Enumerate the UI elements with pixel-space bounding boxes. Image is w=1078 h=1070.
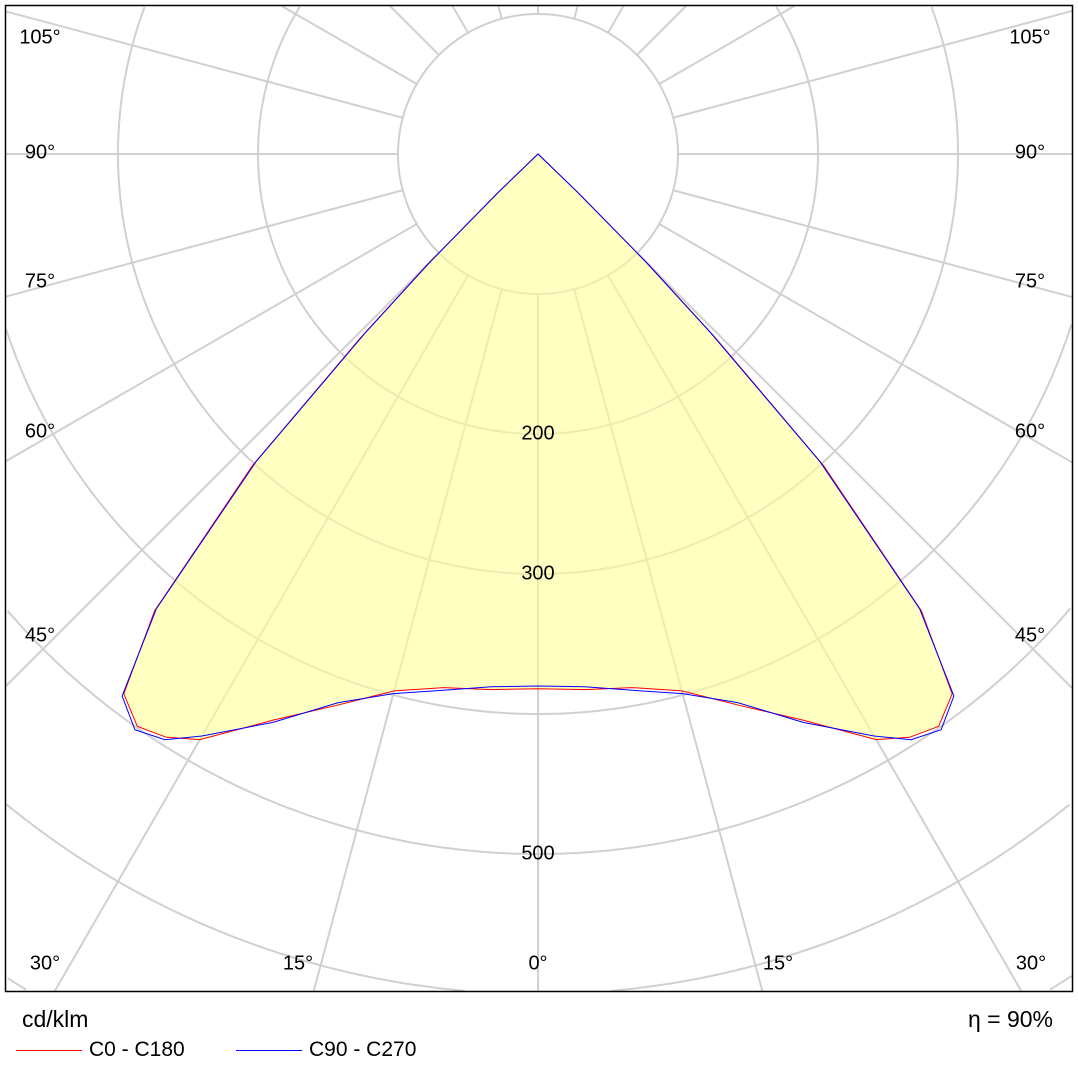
angle-label: 30°: [29, 952, 61, 975]
angle-label-left: 45°: [24, 624, 56, 647]
angle-label-right: 60°: [1014, 420, 1046, 443]
light-distribution-fill: [123, 154, 953, 740]
angle-label-left: 75°: [24, 270, 56, 293]
angle-label-right: 75°: [1014, 270, 1046, 293]
grid-spoke: [606, 5, 625, 35]
grid-spoke: [389, 5, 441, 57]
grid-spoke: [451, 5, 470, 35]
angle-label: 0°: [528, 952, 548, 975]
legend-line-red: [16, 1049, 82, 1051]
grid-circle-500: [6, 607, 1072, 855]
angle-label-left: 60°: [24, 420, 56, 443]
angle-label-right: 90°: [1014, 141, 1046, 164]
legend-line-blue: [236, 1049, 302, 1051]
grid-spoke: [672, 189, 1073, 299]
grid-spoke: [5, 222, 419, 463]
grid-spoke: [5, 189, 404, 298]
grid-circle-600: [5, 803, 1071, 992]
angle-label-left: 90°: [24, 141, 56, 164]
grid-spoke: [5, 251, 441, 687]
legend-label: C90 - C270: [309, 1038, 417, 1061]
chart-frame: [4, 4, 1074, 993]
grid-spoke: [657, 5, 795, 86]
angle-label-right: 45°: [1014, 624, 1046, 647]
angle-label: 15°: [282, 952, 314, 975]
unit-label: cd/klm: [22, 1006, 89, 1032]
legend-item-c0-c180: C0 - C180: [16, 1038, 185, 1062]
efficiency-label: η = 90%: [967, 1006, 1053, 1032]
radial-tick-label: 200: [521, 422, 555, 445]
grid-spoke: [672, 9, 1073, 119]
legend-label: C0 - C180: [89, 1038, 185, 1061]
series-curve-1: [121, 153, 955, 741]
grid-circle-700: [7, 975, 1073, 991]
grid-spoke: [635, 5, 687, 57]
grid-spoke: [635, 251, 1073, 689]
grid-spoke: [573, 5, 579, 20]
angle-label-left: 105°: [19, 26, 61, 49]
angle-label: 15°: [762, 952, 794, 975]
angle-label-right: 105°: [1009, 26, 1051, 49]
radial-tick-label: 500: [521, 842, 555, 865]
grid-spoke: [497, 5, 503, 20]
angle-label: 30°: [1015, 952, 1047, 975]
grid-spoke: [5, 10, 404, 119]
polar-chart: [4, 4, 1074, 993]
grid-spoke: [281, 5, 419, 86]
radial-tick-label: 300: [521, 562, 555, 585]
legend-item-c90-c270: C90 - C270: [236, 1038, 416, 1062]
grid-spoke: [657, 222, 1073, 464]
